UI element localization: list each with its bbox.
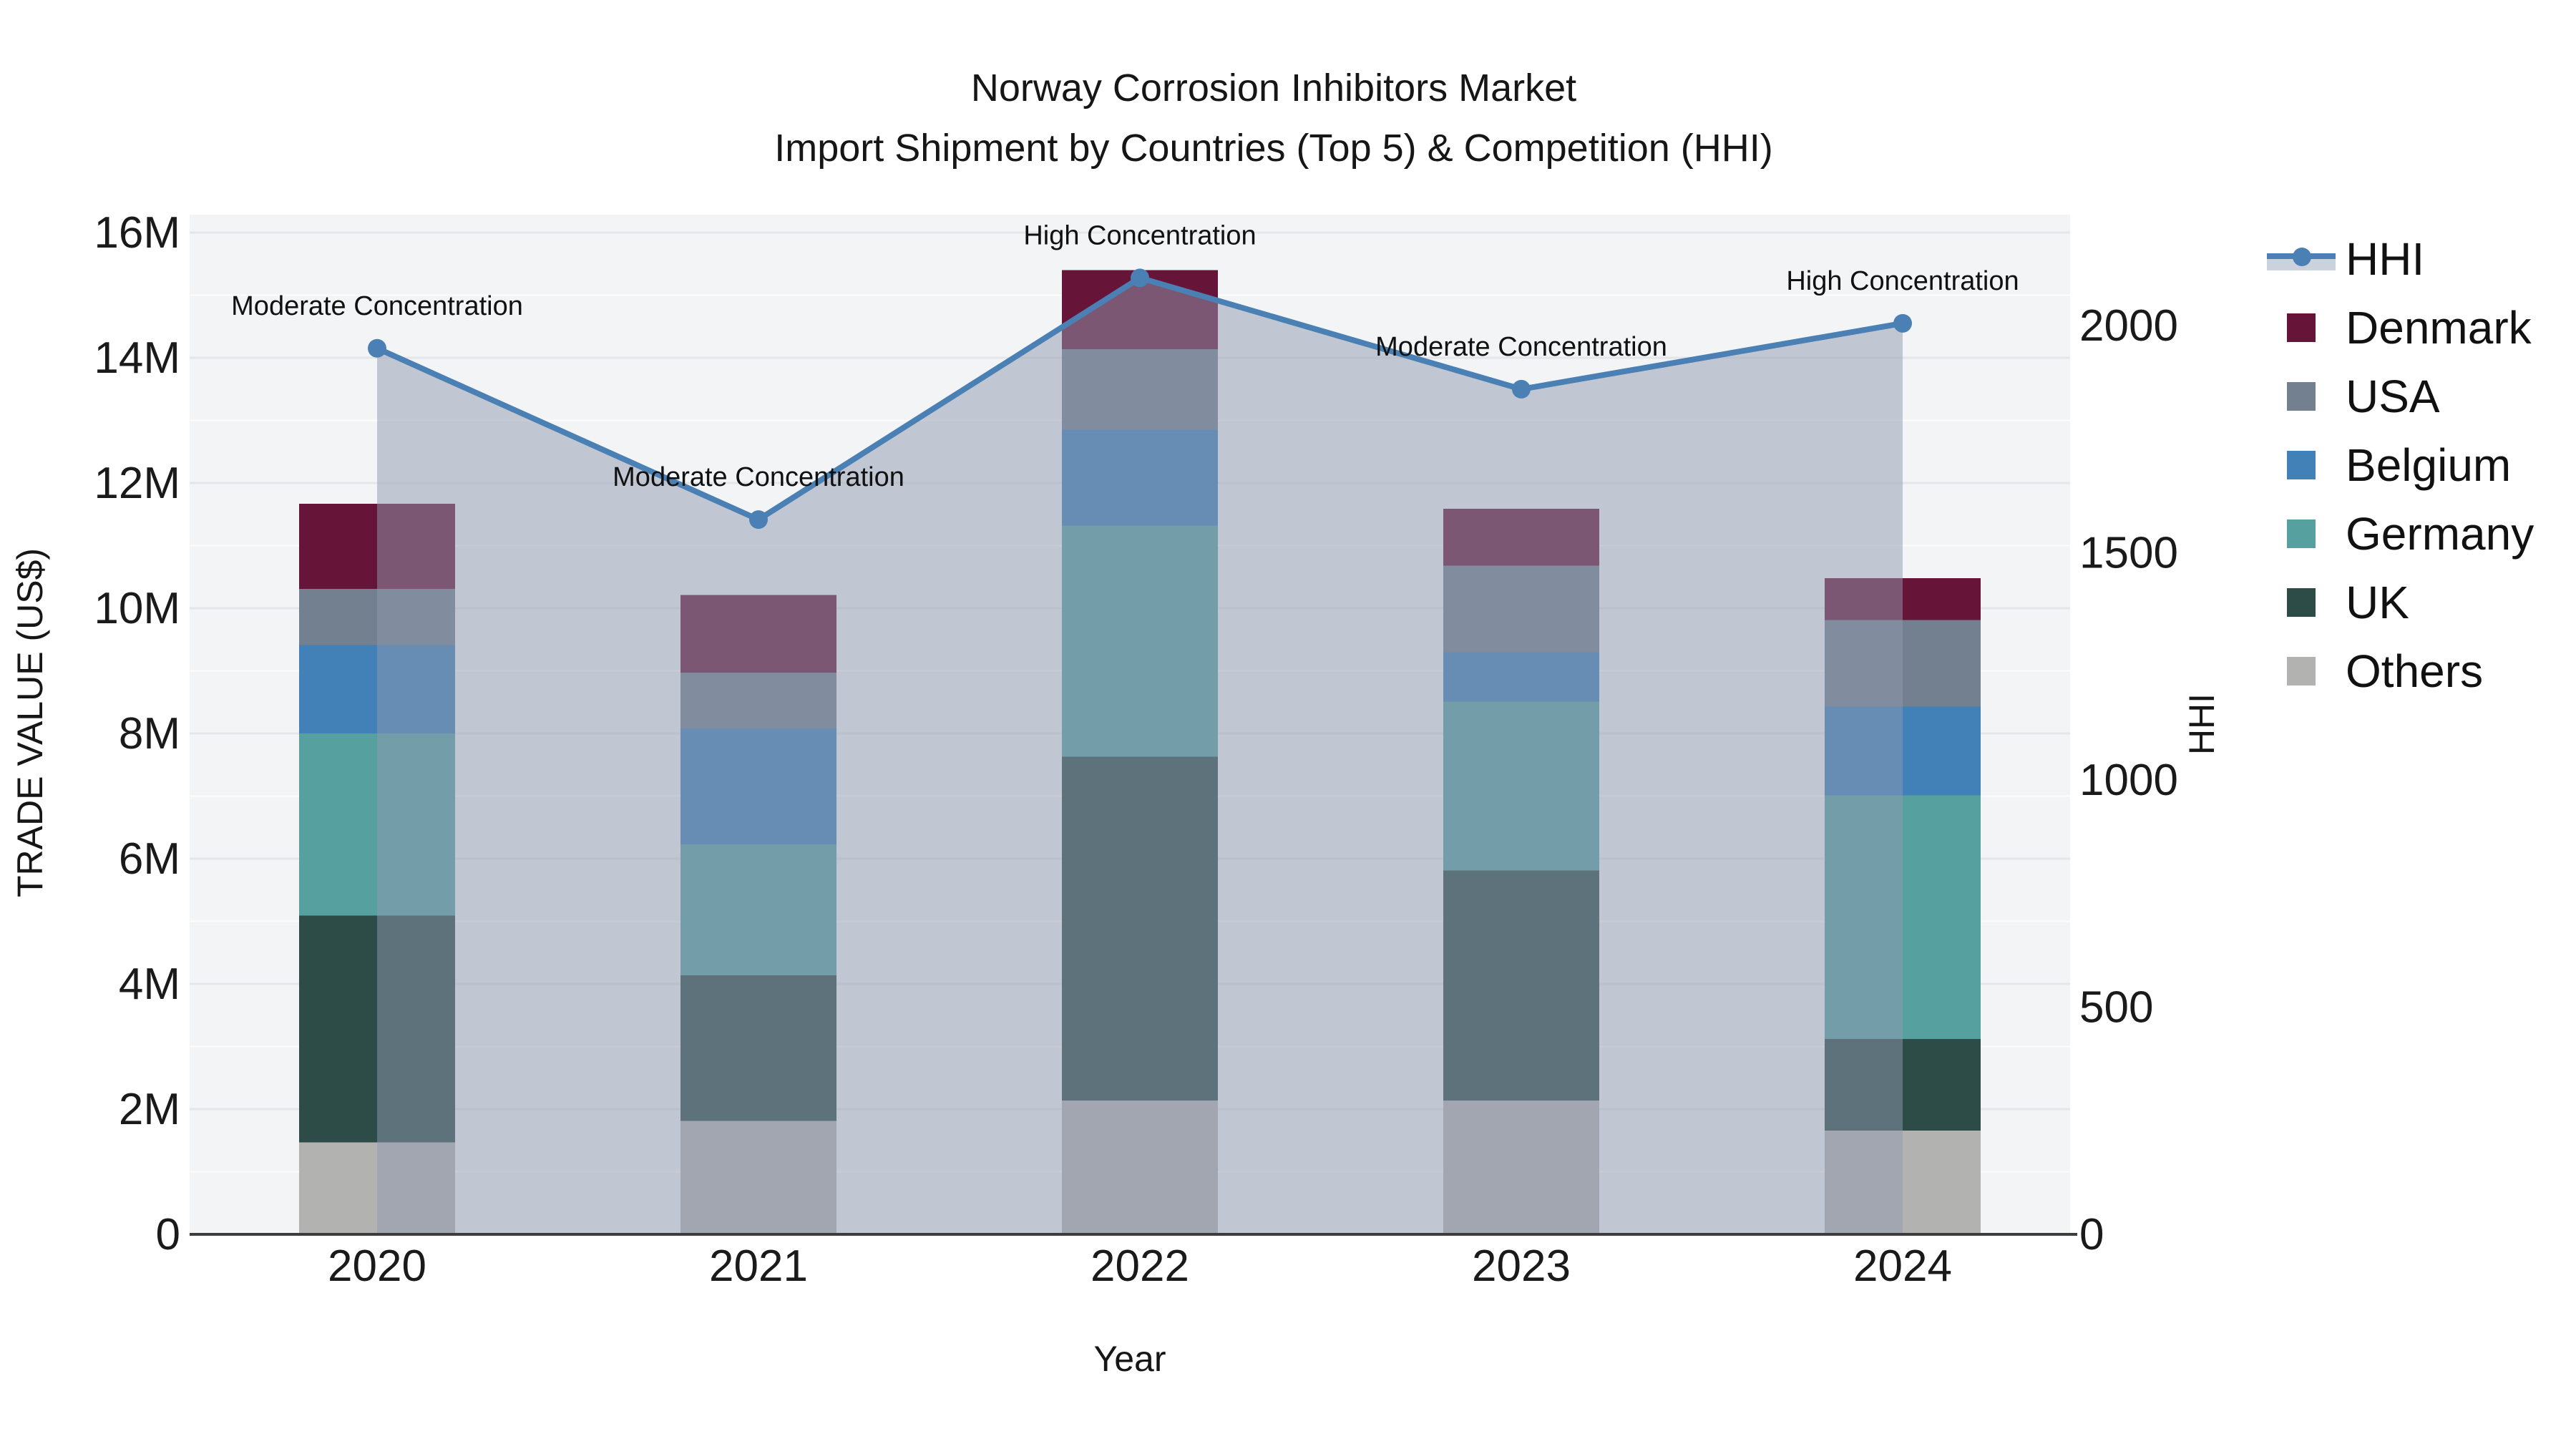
y2-tick-label: 1500 [2079,529,2178,578]
y-tick-label: 2M [119,1085,180,1134]
x-axis-title: Year [1093,1339,1166,1379]
legend-label: Others [2346,645,2484,697]
chart-title-block: Norway Corrosion Inhibitors Market Impor… [0,59,2547,178]
legend-label: USA [2346,371,2440,422]
legend-item-germany[interactable]: Germany [2267,499,2567,568]
legend-item-others[interactable]: Others [2267,637,2567,706]
legend: HHI Denmark USA Belgium Germany UK Others [2267,225,2567,706]
x-axis-line [190,1233,2077,1236]
y-tick-label: 14M [94,333,180,383]
chart-title: Norway Corrosion Inhibitors Market [970,67,1577,109]
y-tick-label: 6M [119,834,180,884]
x-tick-label-2022: 2022 [1091,1241,1189,1291]
hhi-swatch-dot [2293,248,2311,266]
y2-tick-label: 2000 [2079,301,2178,351]
legend-item-belgium[interactable]: Belgium [2267,431,2567,499]
y-tick-label: 0 [156,1210,180,1259]
legend-swatch-icon [2287,657,2316,686]
y-tick-label: 16M [94,208,180,258]
y2-tick-label: 1000 [2079,756,2178,805]
legend-swatch-icon [2287,519,2316,548]
hhi-marker-2020[interactable] [368,338,386,358]
x-tick-label-2024: 2024 [1853,1241,1952,1291]
annotation-2020: Moderate Concentration [231,291,523,321]
legend-swatch-icon [2287,451,2316,479]
hhi-line-swatch-icon [2267,243,2336,275]
hhi-marker-2024[interactable] [1893,313,1912,333]
y-tick-label: 4M [119,960,180,1009]
hhi-marker-2023[interactable] [1512,379,1531,399]
legend-label: HHI [2346,233,2425,285]
hhi-marker-2021[interactable] [749,510,768,530]
legend-swatch-icon [2287,382,2316,411]
y-tick-label: 12M [94,459,180,508]
y2-tick-label: 0 [2079,1210,2104,1259]
x-tick-label-2020: 2020 [328,1241,426,1291]
legend-label: Belgium [2346,439,2512,491]
annotation-2021: Moderate Concentration [613,462,904,492]
y2-axis-title: HHI [2182,693,2222,756]
chart-subtitle: Import Shipment by Countries (Top 5) & C… [774,126,1773,170]
annotation-2023: Moderate Concentration [1375,332,1667,362]
hhi-marker-2022[interactable] [1131,268,1149,288]
legend-label: Denmark [2346,302,2532,353]
legend-item-uk[interactable]: UK [2267,568,2567,637]
legend-swatch-icon [2287,313,2316,342]
annotation-2024: High Concentration [1786,266,2019,296]
annotation-2022: High Concentration [1023,220,1256,250]
y-axis-title: TRADE VALUE (US$) [10,547,50,898]
legend-label: UK [2346,577,2409,628]
hhi-area-fill [377,278,1903,1235]
y-tick-label: 10M [94,584,180,633]
y-tick-label: 8M [119,709,180,758]
legend-item-hhi[interactable]: HHI [2267,225,2567,293]
y2-tick-label: 500 [2079,983,2153,1033]
legend-label: Germany [2346,508,2534,560]
x-tick-label-2023: 2023 [1472,1241,1571,1291]
legend-swatch-icon [2287,588,2316,617]
x-tick-label-2021: 2021 [709,1241,808,1291]
legend-item-usa[interactable]: USA [2267,362,2567,431]
legend-item-denmark[interactable]: Denmark [2267,293,2567,362]
